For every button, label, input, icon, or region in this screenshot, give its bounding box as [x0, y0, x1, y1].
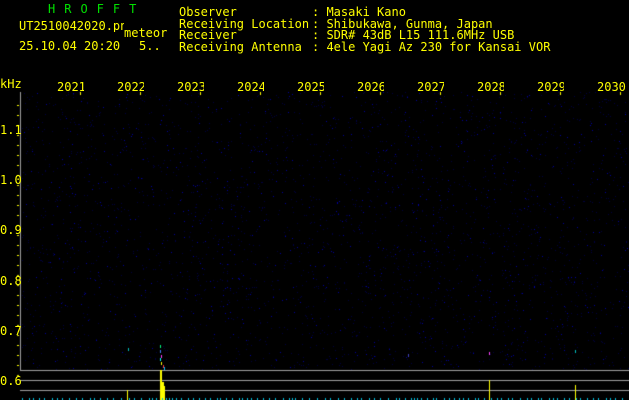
info-value: : Masaki Kano: [312, 5, 406, 19]
info-value: : Shibukawa, Gunma, Japan: [312, 16, 493, 31]
info-label: Receiver: [179, 28, 237, 42]
info-value: : 4ele Yagi Az 230 for Kansai VOR: [312, 39, 551, 54]
freq-label: 1.1: [0, 123, 22, 137]
freq-label: 0.7: [0, 323, 22, 338]
time-label: 2027: [417, 81, 444, 93]
freq-label: 0.9: [0, 223, 22, 238]
datetime: 25.10.04 20:20: [19, 39, 121, 53]
time-label: 2026: [357, 81, 384, 93]
time-label: 2028: [477, 81, 504, 93]
freq-label: 0.6: [0, 374, 22, 388]
time-label: 2030: [597, 80, 626, 94]
time-label: 2022: [117, 81, 144, 93]
info-label: Receiving Location: [179, 16, 310, 31]
count: 5..: [139, 39, 161, 53]
time-label: 2021: [57, 81, 84, 93]
info-label: Receiving Antenna: [179, 39, 302, 54]
unit-label: kHz: [0, 77, 22, 91]
time-label: 2023: [177, 81, 204, 93]
freq-label: 0.8: [0, 273, 22, 288]
info-value: : SDR# 43dB L15 111.6MHz USB: [312, 28, 515, 42]
freq-label: 1.0: [0, 173, 22, 188]
filename: UT2510042020.png: [19, 20, 124, 32]
app-title: HROFFT: [48, 2, 146, 16]
info-label: Observer: [179, 5, 237, 19]
time-label: 2024: [237, 81, 264, 93]
mode-label: meteor: [124, 26, 168, 40]
time-label: 2029: [537, 81, 564, 93]
time-label: 2025: [297, 81, 324, 93]
